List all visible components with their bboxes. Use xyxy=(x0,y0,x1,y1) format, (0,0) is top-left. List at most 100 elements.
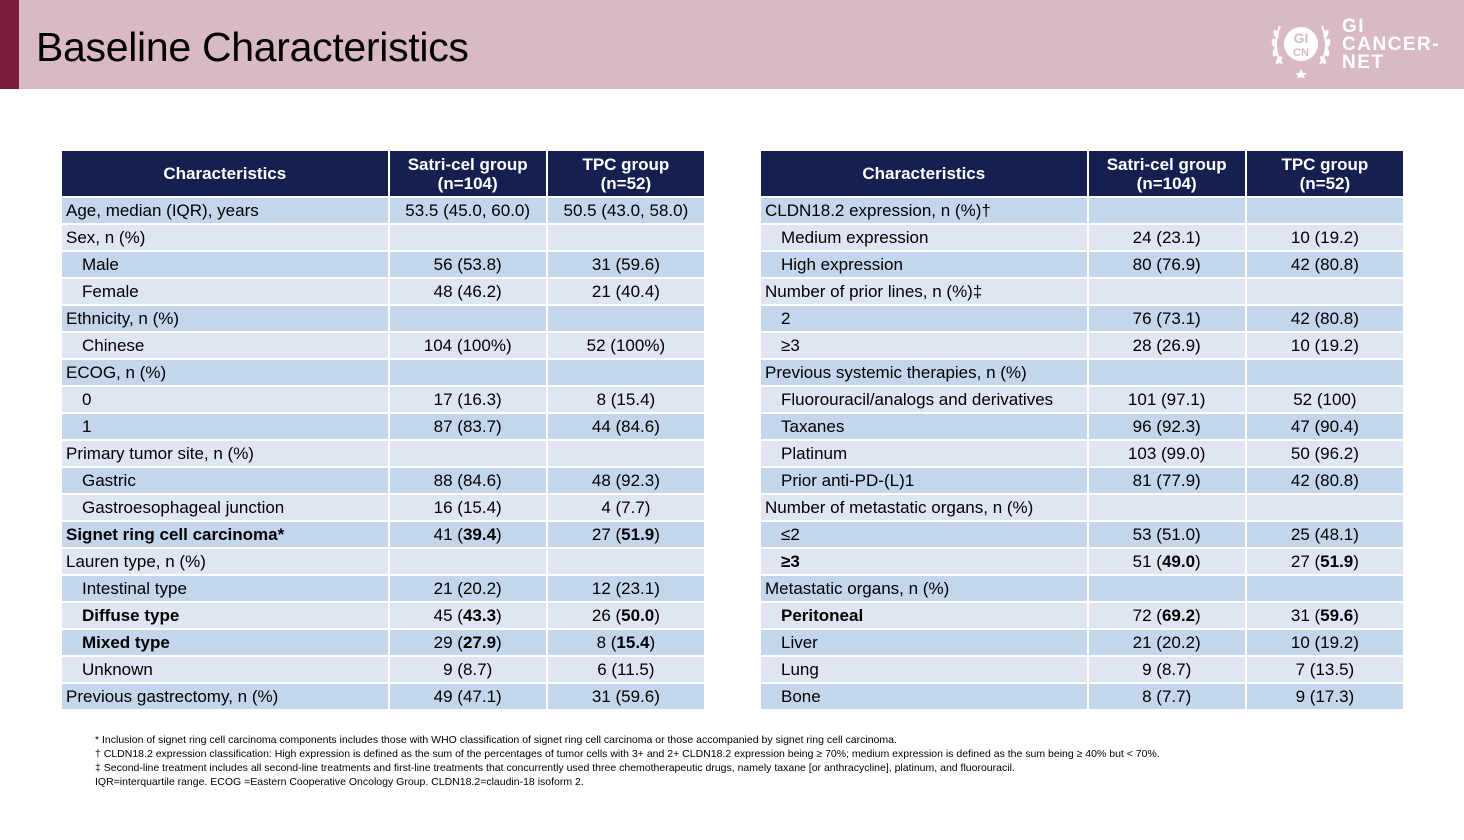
tpc-value: 27 (51.9) xyxy=(547,522,704,547)
table-row: Diffuse type 45 (43.3) 26 (50.0) xyxy=(62,603,704,628)
table-row: Peritoneal 72 (69.2) 31 (59.6) xyxy=(761,603,1403,628)
svg-text:GI: GI xyxy=(1294,30,1309,46)
logo-wordmark: GI CANCER- NET xyxy=(1342,16,1441,73)
table-row: Previous gastrectomy, n (%) 49 (47.1) 31 (… xyxy=(62,684,704,709)
tpc-value xyxy=(1246,576,1403,601)
footnote: † CLDN18.2 expression classification: Hi… xyxy=(95,748,1160,760)
row-label: Taxanes xyxy=(761,414,1087,439)
row-label: Intestinal type xyxy=(62,576,388,601)
row-label: Bone xyxy=(761,684,1087,709)
satri-cel-value xyxy=(389,306,546,331)
svg-text:CN: CN xyxy=(1293,47,1309,59)
satri-cel-value: 29 (27.9) xyxy=(389,630,546,655)
table-row: Primary tumor site, n (%) xyxy=(62,441,704,466)
satri-cel-value: 103 (99.0) xyxy=(1088,441,1245,466)
tpc-value: 31 (59.6) xyxy=(547,252,704,277)
page-title: Baseline Characteristics xyxy=(36,24,469,70)
row-label: Gastric xyxy=(62,468,388,493)
tpc-value xyxy=(547,225,704,250)
row-label: ≤2 xyxy=(761,522,1087,547)
table-row: Gastroesophageal junction 16 (15.4) 4 (7.7… xyxy=(62,495,704,520)
tpc-value: 26 (50.0) xyxy=(547,603,704,628)
table-row: Number of metastatic organs, n (%) xyxy=(761,495,1403,520)
table-row: Platinum 103 (99.0) 50 (96.2) xyxy=(761,441,1403,466)
satri-cel-value: 76 (73.1) xyxy=(1088,306,1245,331)
table-row: Previous systemic therapies, n (%) xyxy=(761,360,1403,385)
tpc-value xyxy=(1246,360,1403,385)
table-row: CLDN18.2 expression, n (%)† xyxy=(761,198,1403,223)
satri-cel-value: 53 (51.0) xyxy=(1088,522,1245,547)
row-label: ≥3 xyxy=(761,549,1087,574)
tpc-value: 44 (84.6) xyxy=(547,414,704,439)
table-row: ≤2 53 (51.0) 25 (48.1) xyxy=(761,522,1403,547)
row-label: Medium expression xyxy=(761,225,1087,250)
tpc-value: 48 (92.3) xyxy=(547,468,704,493)
row-label: ≥3 xyxy=(761,333,1087,358)
tpc-value: 25 (48.1) xyxy=(1246,522,1403,547)
satri-cel-value: 16 (15.4) xyxy=(389,495,546,520)
table-row: Age, median (IQR), years 53.5 (45.0, 60.0… xyxy=(62,198,704,223)
satri-cel-value xyxy=(1088,360,1245,385)
satri-cel-value: 72 (69.2) xyxy=(1088,603,1245,628)
table-row: Signet ring cell carcinoma* 41 (39.4) 27 (… xyxy=(62,522,704,547)
satri-cel-value xyxy=(1088,576,1245,601)
satri-cel-value: 21 (20.2) xyxy=(1088,630,1245,655)
table-row: ≥3 51 (49.0) 27 (51.9) xyxy=(761,549,1403,574)
table-row: Number of prior lines, n (%)‡ xyxy=(761,279,1403,304)
satri-cel-value: 56 (53.8) xyxy=(389,252,546,277)
footnote: * Inclusion of signet ring cell carcinom… xyxy=(95,734,897,746)
satri-cel-value: 21 (20.2) xyxy=(389,576,546,601)
row-label: Ethnicity, n (%) xyxy=(62,306,388,331)
tpc-value: 7 (13.5) xyxy=(1246,657,1403,682)
row-label: Signet ring cell carcinoma* xyxy=(62,522,388,547)
satri-cel-value xyxy=(389,225,546,250)
tpc-value: 10 (19.2) xyxy=(1246,225,1403,250)
tpc-value xyxy=(547,306,704,331)
table-row: Sex, n (%) xyxy=(62,225,704,250)
satri-cel-value: 48 (46.2) xyxy=(389,279,546,304)
tpc-value: 21 (40.4) xyxy=(547,279,704,304)
tpc-value: 12 (23.1) xyxy=(547,576,704,601)
row-label: Diffuse type xyxy=(62,603,388,628)
satri-cel-value: 53.5 (45.0, 60.0) xyxy=(389,198,546,223)
title-bar xyxy=(0,0,1464,89)
satri-cel-value: 87 (83.7) xyxy=(389,414,546,439)
table-row: High expression 80 (76.9) 42 (80.8) xyxy=(761,252,1403,277)
satri-cel-value: 17 (16.3) xyxy=(389,387,546,412)
satri-cel-value: 9 (8.7) xyxy=(389,657,546,682)
satri-cel-value: 8 (7.7) xyxy=(1088,684,1245,709)
table-row: 2 76 (73.1) 42 (80.8) xyxy=(761,306,1403,331)
tpc-value: 10 (19.2) xyxy=(1246,333,1403,358)
table-header-row: Characteristics Satri-cel group (n=104) T… xyxy=(62,151,704,196)
table-row: Chinese 104 (100%) 52 (100%) xyxy=(62,333,704,358)
satri-cel-value: 80 (76.9) xyxy=(1088,252,1245,277)
row-label: Number of metastatic organs, n (%) xyxy=(761,495,1087,520)
table-row: Fluorouracil/analogs and derivatives 101 … xyxy=(761,387,1403,412)
satri-cel-value: 88 (84.6) xyxy=(389,468,546,493)
header-satri-cel: Satri-cel group (n=104) xyxy=(1088,151,1245,196)
table-row: Unknown 9 (8.7) 6 (11.5) xyxy=(62,657,704,682)
row-label: Male xyxy=(62,252,388,277)
tpc-value: 27 (51.9) xyxy=(1246,549,1403,574)
satri-cel-value xyxy=(1088,279,1245,304)
footnote: IQR=interquartile range. ECOG =Eastern C… xyxy=(95,776,584,788)
table-row: 0 17 (16.3) 8 (15.4) xyxy=(62,387,704,412)
row-label: Peritoneal xyxy=(761,603,1087,628)
tpc-value: 8 (15.4) xyxy=(547,630,704,655)
row-label: Number of prior lines, n (%)‡ xyxy=(761,279,1087,304)
gi-cancer-net-logo: GI CN GI CANCER- NET xyxy=(1268,12,1458,79)
satri-cel-value: 101 (97.1) xyxy=(1088,387,1245,412)
row-label: Female xyxy=(62,279,388,304)
tpc-value: 42 (80.8) xyxy=(1246,306,1403,331)
satri-cel-value xyxy=(1088,495,1245,520)
table-row: Male 56 (53.8) 31 (59.6) xyxy=(62,252,704,277)
satri-cel-value: 45 (43.3) xyxy=(389,603,546,628)
satri-cel-value xyxy=(389,360,546,385)
row-label: Primary tumor site, n (%) xyxy=(62,441,388,466)
tpc-value xyxy=(1246,198,1403,223)
header-tpc: TPC group (n=52) xyxy=(1246,151,1403,196)
satri-cel-value: 9 (8.7) xyxy=(1088,657,1245,682)
row-label: 1 xyxy=(62,414,388,439)
table-row: Mixed type 29 (27.9) 8 (15.4) xyxy=(62,630,704,655)
tpc-value: 31 (59.6) xyxy=(1246,603,1403,628)
